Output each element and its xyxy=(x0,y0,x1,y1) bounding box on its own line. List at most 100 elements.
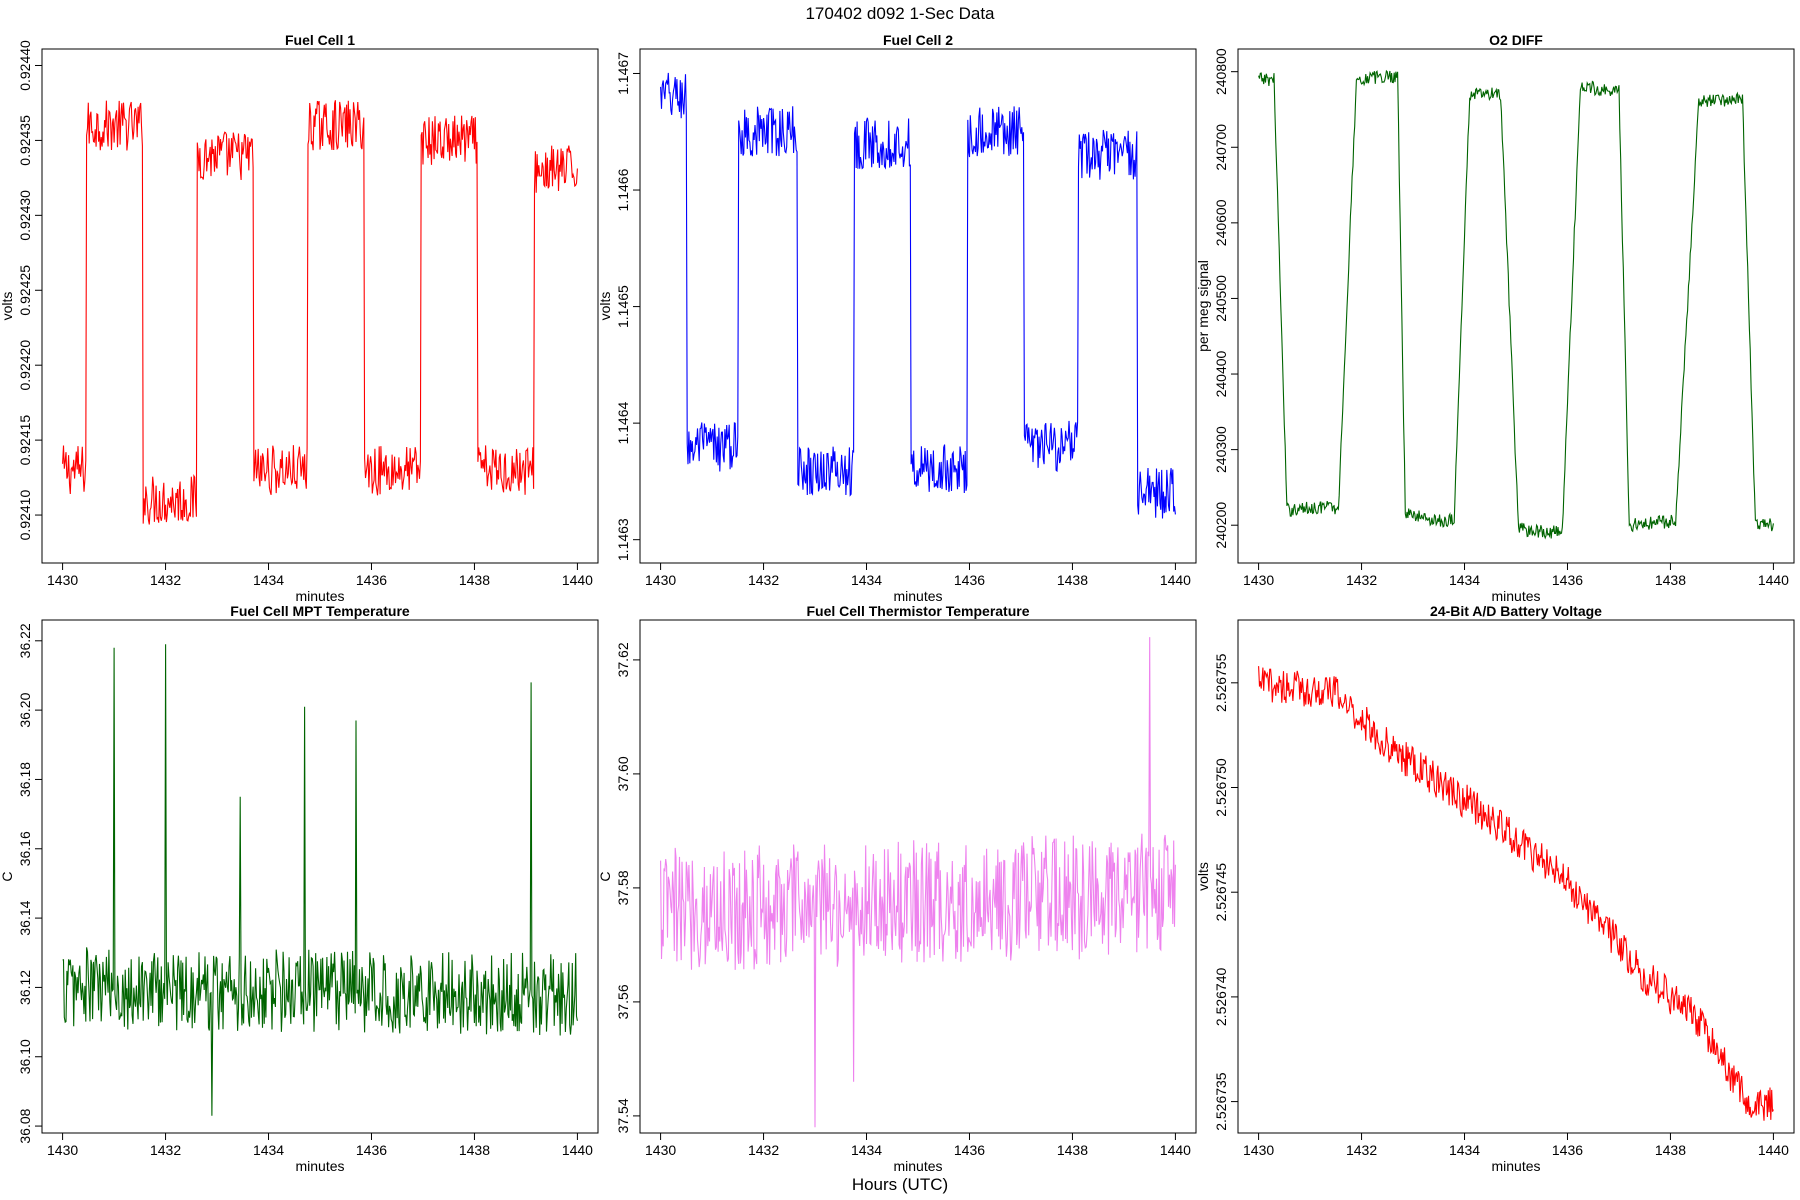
x-axis-label: minutes xyxy=(295,588,344,604)
x-tick-label: 1432 xyxy=(748,572,779,588)
y-axis-label: volts xyxy=(597,292,613,321)
data-series-line xyxy=(62,100,578,525)
x-tick-label: 1434 xyxy=(253,572,284,588)
x-axis-label: minutes xyxy=(1491,588,1540,604)
data-series-line xyxy=(1258,666,1774,1121)
x-tick-label: 1438 xyxy=(1655,1142,1686,1158)
y-tick-label: 2.526745 xyxy=(1213,863,1229,922)
y-tick-label: 36.16 xyxy=(17,831,33,866)
y-tick-label: 2.526750 xyxy=(1213,758,1229,817)
x-tick-label: 1436 xyxy=(356,572,387,588)
panel-title: Fuel Cell 1 xyxy=(285,32,355,48)
x-tick-label: 1434 xyxy=(1449,572,1480,588)
y-tick-label: 240400 xyxy=(1213,350,1229,397)
x-tick-label: 1440 xyxy=(1160,572,1191,588)
y-tick-label: 240600 xyxy=(1213,199,1229,246)
y-tick-label: 36.12 xyxy=(17,970,33,1005)
x-tick-label: 1430 xyxy=(47,572,78,588)
y-tick-label: 37.60 xyxy=(615,756,631,791)
chart-panel: 24-Bit A/D Battery Voltage 1430 1432 1434 14… xyxy=(1195,603,1795,1174)
chart-panels: Fuel Cell 1 1430 1432 1434 1436 1438 1440 minut… xyxy=(0,32,1795,1174)
plot-frame xyxy=(639,619,1197,1134)
panel-title: Fuel Cell Thermistor Temperature xyxy=(806,603,1029,619)
x-tick-label: 1438 xyxy=(1655,572,1686,588)
data-series-line xyxy=(660,637,1176,1128)
x-tick-label: 1438 xyxy=(1057,1142,1088,1158)
x-tick-label: 1436 xyxy=(356,1142,387,1158)
data-series-line xyxy=(1258,69,1774,540)
plot-frame xyxy=(1237,48,1795,564)
panel-title: Fuel Cell 2 xyxy=(883,32,953,48)
x-tick-label: 1434 xyxy=(851,1142,882,1158)
y-tick-label: 0.92415 xyxy=(17,415,33,466)
y-tick-label: 36.18 xyxy=(17,762,33,797)
x-axis-label: minutes xyxy=(893,1158,942,1174)
plot-frame xyxy=(41,619,599,1134)
y-tick-label: 36.22 xyxy=(17,623,33,658)
panel-title: Fuel Cell MPT Temperature xyxy=(230,603,410,619)
y-tick-label: 2.526735 xyxy=(1213,1072,1229,1131)
x-tick-label: 1430 xyxy=(1243,572,1274,588)
chart-panel: Fuel Cell Thermistor Temperature 1430 1432… xyxy=(597,603,1197,1174)
panel-title: 24-Bit A/D Battery Voltage xyxy=(1430,603,1602,619)
x-axis-label: minutes xyxy=(1491,1158,1540,1174)
y-tick-label: 36.08 xyxy=(17,1108,33,1143)
figure-xlabel: Hours (UTC) xyxy=(852,1175,948,1194)
x-tick-label: 1434 xyxy=(851,572,882,588)
y-tick-label: 0.92410 xyxy=(17,490,33,541)
chart-panel: O2 DIFF 1430 1432 1434 1436 1438 1440 minutes 24… xyxy=(1195,32,1795,604)
y-axis-label: per meg signal xyxy=(1195,260,1211,352)
x-axis-label: minutes xyxy=(295,1158,344,1174)
y-tick-label: 0.92440 xyxy=(17,40,33,91)
y-axis-label: C xyxy=(0,871,15,881)
y-tick-label: 2.526740 xyxy=(1213,967,1229,1026)
y-axis-label: C xyxy=(597,871,613,881)
y-tick-label: 2.526755 xyxy=(1213,653,1229,712)
y-axis-label: volts xyxy=(1195,862,1211,891)
y-tick-label: 1.1463 xyxy=(615,518,631,561)
chart-panel: Fuel Cell 1 1430 1432 1434 1436 1438 1440 minut… xyxy=(0,32,599,604)
x-tick-label: 1436 xyxy=(1552,1142,1583,1158)
x-tick-label: 1430 xyxy=(645,1142,676,1158)
y-tick-label: 1.1466 xyxy=(615,168,631,211)
y-tick-label: 1.1467 xyxy=(615,52,631,95)
y-tick-label: 0.92430 xyxy=(17,190,33,241)
x-tick-label: 1430 xyxy=(47,1142,78,1158)
x-tick-label: 1432 xyxy=(150,1142,181,1158)
y-tick-label: 240300 xyxy=(1213,426,1229,473)
chart-panel: Fuel Cell MPT Temperature 1430 1432 1434 143… xyxy=(0,603,599,1174)
x-tick-label: 1432 xyxy=(748,1142,779,1158)
x-tick-label: 1438 xyxy=(459,1142,490,1158)
x-tick-label: 1432 xyxy=(1346,1142,1377,1158)
y-tick-label: 0.92420 xyxy=(17,340,33,391)
chart-panel: Fuel Cell 2 1430 1432 1434 1436 1438 1440 minut… xyxy=(597,32,1197,604)
x-tick-label: 1440 xyxy=(1758,1142,1789,1158)
x-tick-label: 1434 xyxy=(253,1142,284,1158)
y-tick-label: 0.92425 xyxy=(17,265,33,316)
x-tick-label: 1432 xyxy=(150,572,181,588)
plot-frame xyxy=(1237,619,1795,1134)
x-tick-label: 1430 xyxy=(1243,1142,1274,1158)
data-series-line xyxy=(62,644,578,1116)
y-tick-label: 240800 xyxy=(1213,48,1229,95)
x-tick-label: 1434 xyxy=(1449,1142,1480,1158)
y-tick-label: 36.20 xyxy=(17,692,33,727)
panel-title: O2 DIFF xyxy=(1489,32,1543,48)
x-tick-label: 1440 xyxy=(562,572,593,588)
x-tick-label: 1430 xyxy=(645,572,676,588)
y-tick-label: 37.62 xyxy=(615,642,631,677)
x-tick-label: 1440 xyxy=(1160,1142,1191,1158)
x-tick-label: 1438 xyxy=(459,572,490,588)
figure-title: 170402 d092 1-Sec Data xyxy=(805,4,995,23)
y-tick-label: 36.14 xyxy=(17,900,33,935)
y-tick-label: 240200 xyxy=(1213,502,1229,549)
y-tick-label: 1.1464 xyxy=(615,402,631,445)
plot-frame xyxy=(639,48,1197,564)
data-series-line xyxy=(660,72,1176,519)
y-tick-label: 0.92435 xyxy=(17,115,33,166)
x-tick-label: 1438 xyxy=(1057,572,1088,588)
y-axis-label: volts xyxy=(0,292,15,321)
y-tick-label: 37.56 xyxy=(615,984,631,1019)
y-tick-label: 240700 xyxy=(1213,124,1229,171)
